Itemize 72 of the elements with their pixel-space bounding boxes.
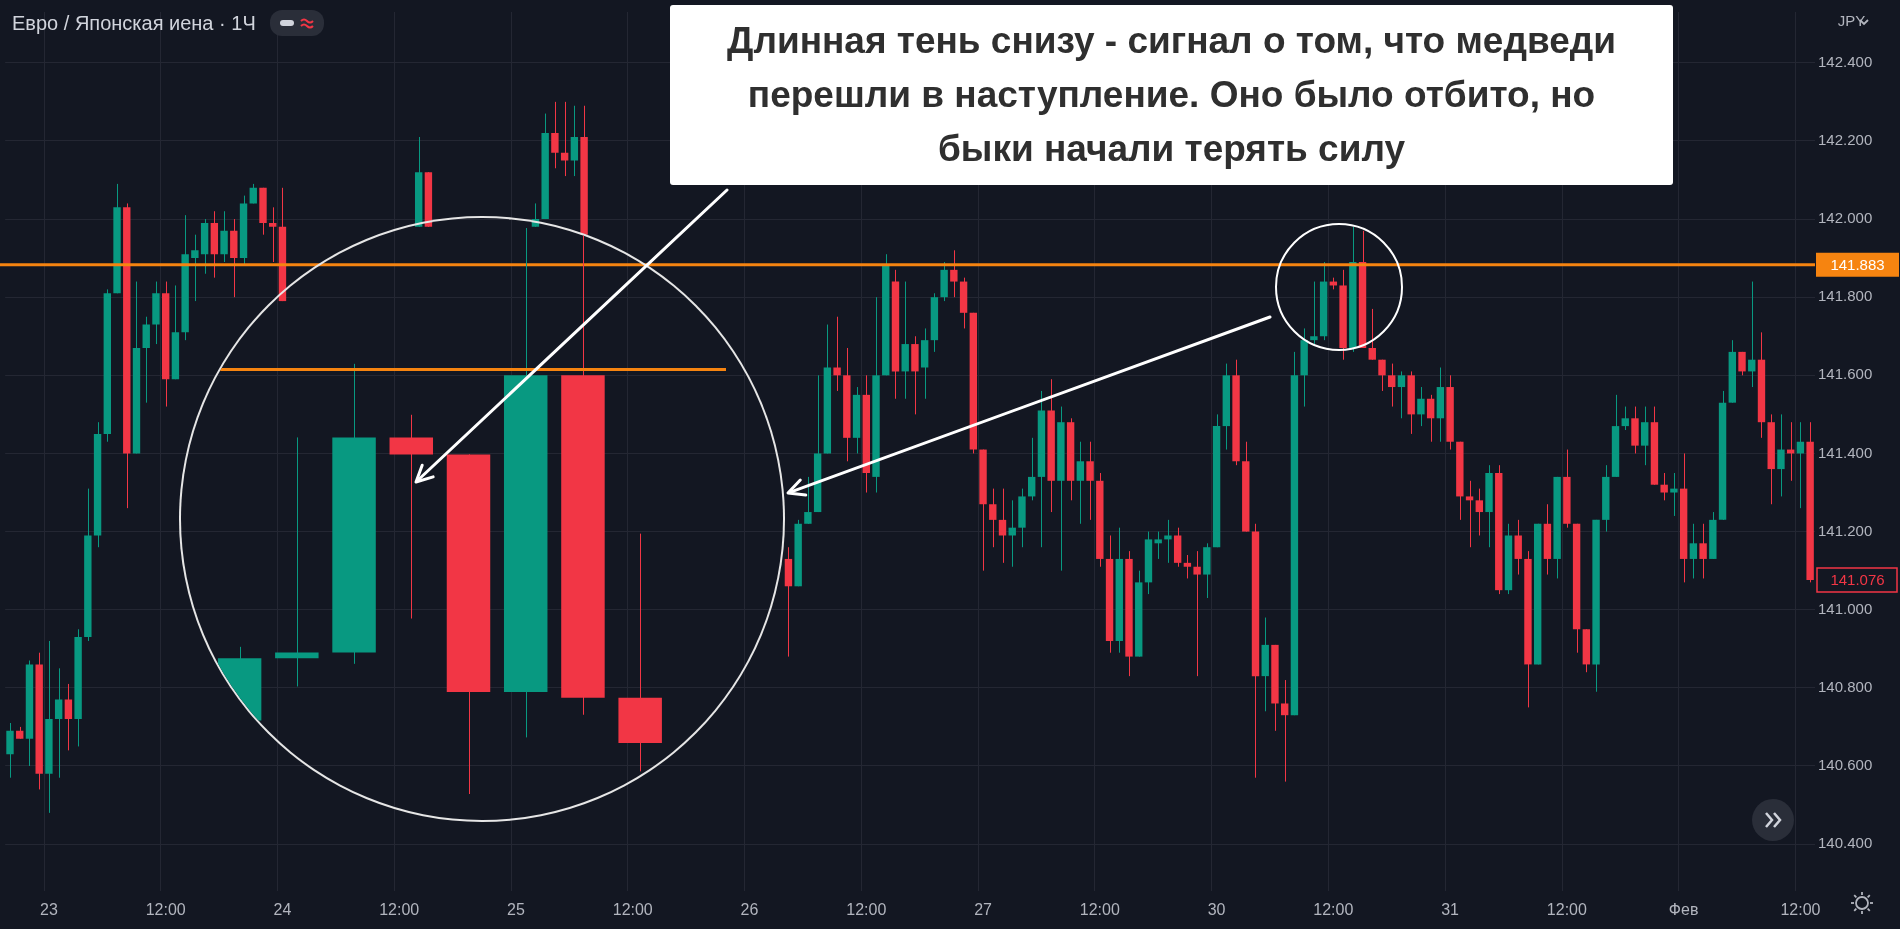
x-tick-label: 23 xyxy=(40,901,58,919)
candlestick xyxy=(1028,437,1036,501)
candlestick xyxy=(551,101,559,169)
candlestick xyxy=(1426,394,1435,443)
x-tick-label: 12:00 xyxy=(145,901,186,919)
candlestick xyxy=(1076,441,1085,525)
y-tick-label: 141.600 xyxy=(1817,365,1873,383)
candlestick xyxy=(950,249,958,298)
candlestick xyxy=(1777,413,1785,497)
candlestick xyxy=(1388,363,1396,408)
candlestick xyxy=(1514,519,1522,576)
x-tick-label: 12:00 xyxy=(379,901,420,919)
candlestick xyxy=(269,206,277,263)
x-tick-label: 30 xyxy=(1207,901,1226,919)
candlestick xyxy=(989,488,997,548)
x-tick-label: 26 xyxy=(740,901,759,919)
candlestick xyxy=(1397,370,1406,419)
candlestick xyxy=(389,414,434,620)
candlestick xyxy=(64,683,73,751)
candlestick xyxy=(1621,406,1629,431)
y-tick-label: 140.800 xyxy=(1817,677,1873,695)
x-tick-label: 12:00 xyxy=(1079,901,1120,919)
x-tick-label: 12:00 xyxy=(612,901,653,919)
x-tick-label: 24 xyxy=(273,901,292,919)
candlestick xyxy=(1641,406,1649,466)
candlestick xyxy=(1417,386,1425,427)
candlestick xyxy=(1086,441,1094,521)
text: JPY xyxy=(1837,12,1866,30)
candlestick xyxy=(1670,472,1678,517)
candlestick xyxy=(191,234,199,302)
candlestick xyxy=(1699,523,1707,579)
candlestick xyxy=(1689,523,1698,579)
candlestick xyxy=(1475,488,1483,536)
x-tick-label: 12:00 xyxy=(1780,901,1821,919)
candlestick xyxy=(220,210,228,263)
y-tick-label: 142.200 xyxy=(1817,131,1873,149)
candlestick xyxy=(1310,281,1318,345)
candlestick xyxy=(1280,679,1289,783)
candlestick xyxy=(1193,550,1201,677)
candlestick xyxy=(1378,359,1386,392)
y-tick-label: 140.600 xyxy=(1817,756,1873,774)
candlestick xyxy=(54,667,63,779)
candlestick xyxy=(833,316,841,392)
x-tick-label: 12:00 xyxy=(846,901,887,919)
candlestick xyxy=(804,476,812,525)
annotation: Длинная тень снизу - сигнал о том, что медведи перешли в наступление. Оно было отбито, но быки начали терять силу xyxy=(670,5,1673,185)
x-tick-label: 27 xyxy=(974,901,993,919)
x-tick-label: 12:00 xyxy=(1313,901,1354,919)
candlestick xyxy=(1368,308,1376,361)
candlestick xyxy=(1183,554,1192,579)
y-tick-label: 141.400 xyxy=(1817,443,1873,461)
candlestick xyxy=(1164,519,1172,564)
y-tick-label: 141.000 xyxy=(1817,599,1873,617)
x-tick-label: 25 xyxy=(507,901,525,919)
y-tick-label: 141.200 xyxy=(1817,521,1873,539)
candlestick xyxy=(1154,531,1162,560)
candlestick xyxy=(6,722,14,779)
ref-line-label: 141.883 xyxy=(1830,255,1885,273)
x-tick-label: 12:00 xyxy=(1546,901,1587,919)
candlestick xyxy=(142,316,150,404)
text: 141.076 xyxy=(1830,571,1885,589)
y-tick-label: 142.400 xyxy=(1817,52,1873,70)
y-tick-label: 141.800 xyxy=(1817,287,1873,305)
candlestick xyxy=(570,105,579,177)
candlestick xyxy=(998,488,1007,564)
y-tick-label: 140.400 xyxy=(1817,834,1873,852)
x-tick-label: Фев xyxy=(1668,901,1699,919)
candlestick xyxy=(1465,480,1474,548)
candlestick xyxy=(1660,472,1668,501)
y-tick-label: 142.000 xyxy=(1817,209,1873,227)
chart-title: Евро / Японская иена · 1Ч xyxy=(12,11,256,35)
x-tick-label: 31 xyxy=(1441,901,1460,919)
